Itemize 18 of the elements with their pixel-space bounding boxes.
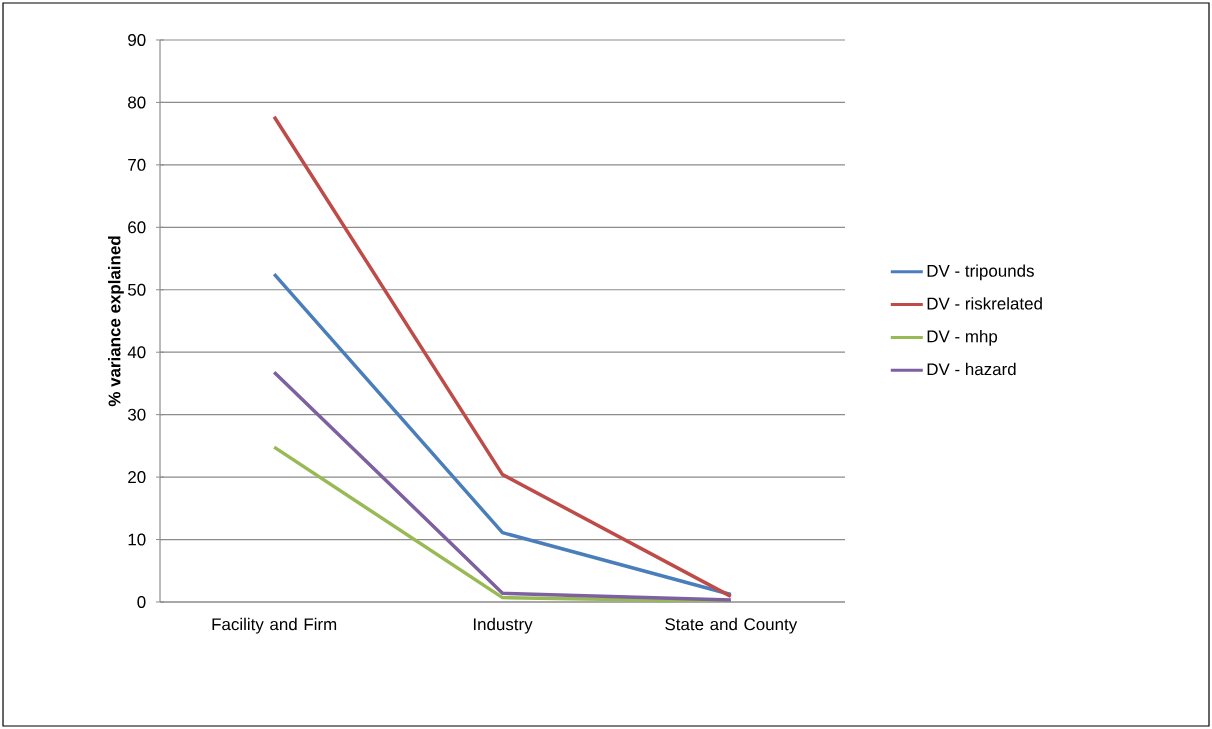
legend-label: DV - riskrelated bbox=[927, 297, 1042, 310]
x-tick-label: Facility and Firm bbox=[212, 617, 337, 634]
y-tick-label: 60 bbox=[128, 221, 146, 234]
legend-label: DV - tripounds bbox=[927, 264, 1034, 281]
y-tick-label: 70 bbox=[128, 158, 146, 171]
y-tick-label: 50 bbox=[128, 283, 146, 296]
y-tick-label: 10 bbox=[128, 533, 146, 546]
y-tick-label: 80 bbox=[128, 96, 146, 109]
y-tick-label: 0 bbox=[137, 595, 146, 608]
y-tick-label: 30 bbox=[127, 408, 146, 421]
x-tick-label: State and County bbox=[665, 617, 798, 634]
y-tick-label: 90 bbox=[128, 33, 146, 46]
x-tick-label: Industry bbox=[473, 617, 533, 634]
legend-label: DV - hazard bbox=[927, 362, 1016, 376]
y-axis-title: % variance explained bbox=[108, 236, 124, 407]
legend-label: DV - mhp bbox=[927, 329, 998, 346]
y-tick-label: 20 bbox=[128, 471, 146, 484]
y-tick-label: 40 bbox=[127, 346, 146, 359]
